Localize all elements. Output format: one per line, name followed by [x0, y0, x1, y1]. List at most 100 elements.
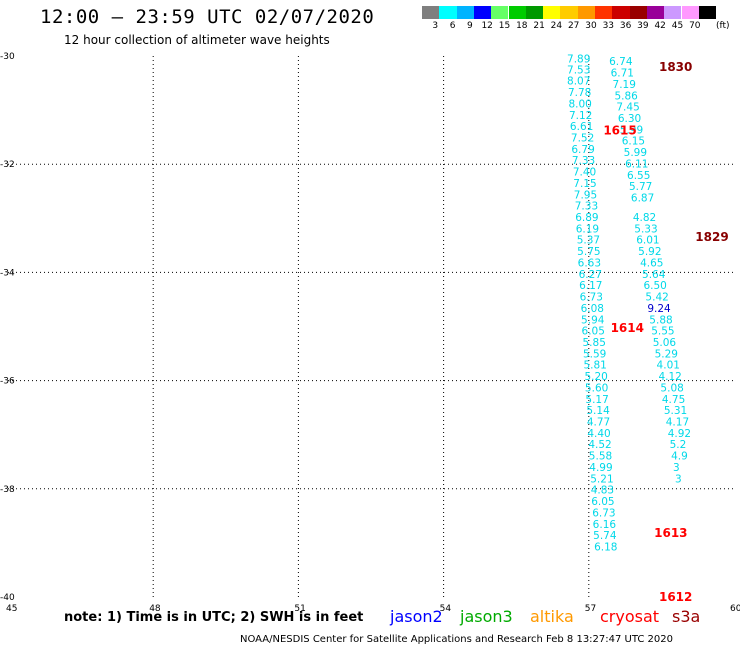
legend-label: 70 — [689, 21, 701, 31]
wave-height-point: 6.05 — [582, 326, 605, 338]
footer-credit: NOAA/NESDIS Center for Satellite Applica… — [240, 634, 673, 645]
wave-height-point: 5.86 — [614, 90, 638, 102]
wave-height-point: 6.73 — [592, 507, 615, 519]
legend-label: 45 — [671, 21, 684, 31]
satellite-jason2: jason2 — [390, 607, 443, 626]
y-tick-label: -38 — [0, 485, 15, 495]
wave-height-point: 7.45 — [616, 102, 639, 114]
legend-swatch — [595, 6, 613, 19]
wave-height-point: 6.74 — [609, 56, 633, 68]
legend-label: 15 — [498, 21, 511, 31]
legend-swatch — [508, 6, 526, 19]
wave-height-point: 5.85 — [583, 337, 606, 349]
legend-swatch — [629, 6, 647, 19]
legend-swatch — [560, 6, 578, 19]
wave-height-point: 5.14 — [586, 405, 610, 417]
wave-height-point: 6.50 — [643, 280, 666, 292]
wave-height-point: 5.33 — [634, 223, 657, 235]
legend-label: 36 — [619, 21, 632, 31]
pass-time-label: 1830 — [659, 60, 692, 74]
wave-height-point: 6.55 — [627, 170, 650, 182]
wave-height-point: 4.83 — [591, 485, 614, 497]
legend-swatch — [612, 6, 630, 19]
y-tick-label: -36 — [0, 377, 15, 387]
wave-height-point: 4.75 — [662, 394, 685, 406]
wave-height-point: 3 — [675, 473, 682, 485]
wave-height-point: 6.61 — [570, 121, 593, 133]
wave-height-point: 6.05 — [591, 496, 614, 508]
wave-height-point: 5.74 — [593, 530, 617, 542]
legend-swatch — [543, 6, 561, 19]
wave-height-point: 3 — [673, 462, 680, 474]
wave-height-point: 6.15 — [622, 136, 645, 148]
wave-height-point: 5.99 — [624, 147, 647, 159]
legend-label: 27 — [567, 21, 580, 31]
x-tick-label: 60 — [730, 604, 740, 614]
wave-height-point: 5.60 — [585, 382, 608, 394]
wave-height-point: 5.21 — [590, 473, 613, 485]
wave-height-point: 6.11 — [625, 158, 648, 170]
chart-title: 12:00 – 23:59 UTC 02/07/2020 — [40, 6, 375, 28]
wave-height-point: 9.24 — [647, 303, 671, 315]
wave-height-point: 5.08 — [660, 382, 683, 394]
satellite-s3a: s3a — [672, 607, 701, 626]
legend-label: 6 — [449, 21, 456, 31]
wave-height-point: 7.89 — [567, 53, 590, 65]
legend-label: 39 — [637, 21, 649, 31]
y-tick-label: -34 — [0, 268, 15, 278]
satellite-cryosat: cryosat — [600, 607, 660, 626]
wave-height-point: 4.40 — [587, 428, 610, 440]
wave-height-point: 5.77 — [629, 181, 652, 193]
pass-time-label: 1615 — [603, 124, 636, 138]
wave-height-point: 4.12 — [658, 371, 681, 383]
wave-height-point: 6.17 — [579, 280, 602, 292]
wave-height-point: 7.19 — [613, 79, 636, 91]
wave-height-point: 5.64 — [642, 269, 666, 281]
legend-swatch — [525, 6, 544, 19]
wave-height-point: 4.52 — [588, 439, 611, 451]
wave-height-point: 8.07 — [567, 76, 590, 88]
legend-label: 24 — [550, 21, 563, 31]
wave-height-point: 4.65 — [640, 257, 663, 269]
wave-height-point: 7.53 — [567, 64, 590, 76]
wave-height-point: 6.19 — [576, 223, 599, 235]
wave-height-point: 7.33 — [572, 155, 595, 167]
wave-height-point: 6.87 — [631, 193, 654, 205]
wave-height-point: 6.18 — [594, 541, 617, 553]
wave-height-point: 4.82 — [633, 212, 656, 224]
y-tick-label: -32 — [0, 160, 15, 170]
wave-height-point: 5.99 — [620, 124, 643, 136]
legend-swatch — [456, 6, 474, 19]
wave-height-point: 5.29 — [655, 348, 678, 360]
wave-height-point: 6.63 — [578, 257, 601, 269]
wave-height-point: 4.17 — [666, 417, 689, 429]
wave-height-point: 7.95 — [574, 189, 597, 201]
wave-height-point: 5.59 — [583, 348, 606, 360]
x-tick-label: 45 — [6, 604, 17, 614]
pass-time-label: 1612 — [659, 590, 692, 604]
legend-swatch — [681, 6, 699, 19]
legend-swatch — [422, 6, 440, 19]
wave-height-point: 5.75 — [577, 246, 600, 258]
pass-time-label: 1613 — [654, 526, 687, 540]
legend-swatch — [473, 6, 492, 19]
wave-height-point: 7.15 — [573, 178, 596, 190]
wave-height-point: 7.52 — [571, 132, 594, 144]
wave-height-point: 4.92 — [668, 428, 691, 440]
wave-height-point: 7.33 — [575, 201, 598, 213]
wave-height-point: 7.78 — [568, 87, 591, 99]
legend-swatch — [698, 6, 717, 19]
wave-height-point: 7.12 — [569, 110, 592, 122]
wave-height-point: 5.20 — [584, 371, 607, 383]
wave-height-point: 8.00 — [568, 98, 591, 110]
legend-label: 9 — [467, 21, 473, 31]
wave-height-point: 6.89 — [575, 212, 598, 224]
legend-unit: (ft) — [716, 21, 730, 31]
wave-height-point: 6.27 — [579, 269, 602, 281]
wave-height-point: 5.92 — [638, 246, 661, 258]
wave-height-point: 7.40 — [573, 167, 596, 179]
legend-label: 18 — [516, 21, 528, 31]
wave-height-point: 4.01 — [657, 360, 680, 372]
pass-time-label: 1614 — [611, 321, 644, 335]
wave-height-point: 6.79 — [571, 144, 594, 156]
